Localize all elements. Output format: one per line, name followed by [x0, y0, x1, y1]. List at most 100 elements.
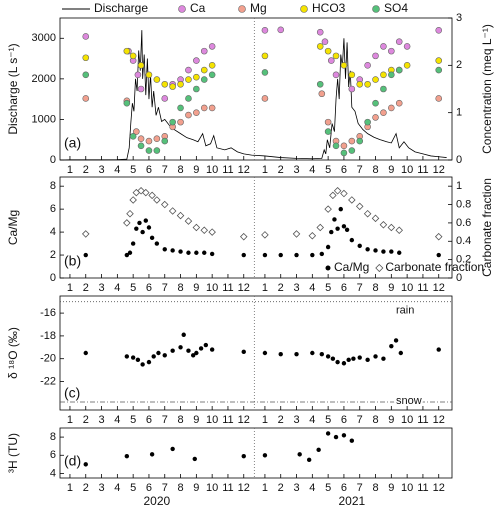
diamond-point	[329, 191, 337, 200]
point	[169, 118, 176, 126]
x-tick-label: 12	[238, 282, 250, 294]
point	[381, 356, 386, 361]
x-tick-label: 2	[278, 482, 284, 494]
point	[161, 80, 169, 88]
x-tick-label: 3	[293, 164, 299, 176]
x-tick-label: 12	[433, 414, 445, 426]
point	[395, 66, 403, 74]
y-tick-label: 8	[50, 431, 56, 443]
point	[177, 80, 184, 88]
x-tick-label: 10	[206, 282, 218, 294]
panel-label: (a)	[64, 135, 81, 151]
x-tick-label: 12	[433, 164, 445, 176]
point	[133, 128, 140, 135]
x-tick-label: 7	[357, 282, 363, 294]
point	[154, 241, 160, 246]
x-tick-label: 5	[325, 282, 331, 294]
point	[190, 353, 196, 358]
point	[380, 71, 387, 79]
x-tick-label: 8	[177, 282, 183, 294]
x-tick-label: 12	[433, 482, 445, 494]
point	[340, 149, 348, 157]
point	[202, 250, 207, 255]
point	[380, 109, 387, 116]
legend-marker	[178, 5, 186, 13]
x-tick-label: 11	[417, 164, 428, 176]
legend-marker	[238, 5, 246, 13]
x-tick-label: 2	[83, 282, 89, 294]
diamond-point	[387, 223, 396, 232]
point	[192, 456, 197, 462]
diamond-point	[142, 188, 150, 197]
point	[170, 348, 175, 353]
x-tick-label: 11	[417, 414, 428, 426]
panel-label: (c)	[64, 385, 80, 401]
x-tick-label: 10	[206, 164, 218, 176]
point	[177, 118, 184, 126]
x-tick-label: 11	[222, 482, 233, 494]
diamond-point	[434, 232, 443, 241]
y-tick-label: 1000	[32, 113, 56, 125]
point	[348, 85, 356, 93]
x-tick-label: 4	[309, 414, 315, 426]
y-tick-label: 3000	[32, 32, 56, 44]
legend-label: HCO3	[312, 1, 346, 15]
x-tick-label: 1	[67, 414, 73, 426]
point	[364, 118, 371, 126]
point	[146, 359, 152, 365]
x-tick-label: 4	[114, 414, 120, 426]
point	[324, 118, 332, 126]
point	[325, 354, 331, 359]
point	[278, 252, 283, 258]
point	[200, 66, 208, 74]
y-tick-label: 4	[50, 226, 56, 238]
point	[161, 95, 169, 102]
point	[209, 251, 215, 257]
point	[319, 351, 325, 357]
point	[398, 350, 404, 356]
x-tick-label: 6	[341, 414, 347, 426]
x-tick-label: 9	[193, 482, 199, 494]
diamond-point	[184, 217, 193, 225]
legend-marker	[372, 5, 380, 13]
y2-axis-title: Concentration (meq L⁻¹)	[480, 24, 494, 154]
legend-label: Mg	[250, 1, 267, 15]
point	[145, 147, 153, 154]
x-tick-label: 8	[177, 414, 183, 426]
point	[395, 38, 403, 45]
x-tick-label: 12	[433, 282, 445, 294]
x-tick-label: 4	[309, 164, 315, 176]
x-tick-label: 1	[262, 164, 268, 176]
diamond-point	[123, 219, 131, 227]
point	[124, 354, 130, 359]
point	[170, 446, 175, 452]
point	[262, 453, 268, 458]
y-tick-label: 6	[50, 449, 56, 461]
diamond-point	[333, 187, 342, 195]
x-tick-label: 11	[222, 282, 233, 294]
diamond-point	[371, 214, 380, 223]
point	[241, 252, 246, 258]
y-tick-label: 6	[50, 203, 56, 215]
point	[335, 226, 340, 231]
x-tick-label: 9	[388, 482, 394, 494]
point	[356, 80, 364, 88]
diamond-point	[153, 196, 161, 204]
point	[341, 433, 347, 438]
point	[82, 54, 90, 62]
x-tick-label: 2	[83, 482, 89, 494]
x-tick-label: 5	[130, 482, 136, 494]
year-label: 2021	[338, 494, 365, 508]
point	[193, 57, 200, 64]
diamond-point	[192, 223, 201, 232]
x-tick-label: 3	[293, 282, 299, 294]
y-tick-label: 2000	[32, 73, 56, 85]
diamond-point	[239, 232, 248, 241]
point	[162, 247, 167, 252]
point	[325, 431, 331, 436]
point	[146, 225, 152, 230]
legend-label: Ca/Mg	[334, 260, 369, 274]
point	[137, 220, 142, 226]
y2-tick-label: 0.6	[456, 217, 471, 229]
x-tick-label: 6	[341, 482, 347, 494]
